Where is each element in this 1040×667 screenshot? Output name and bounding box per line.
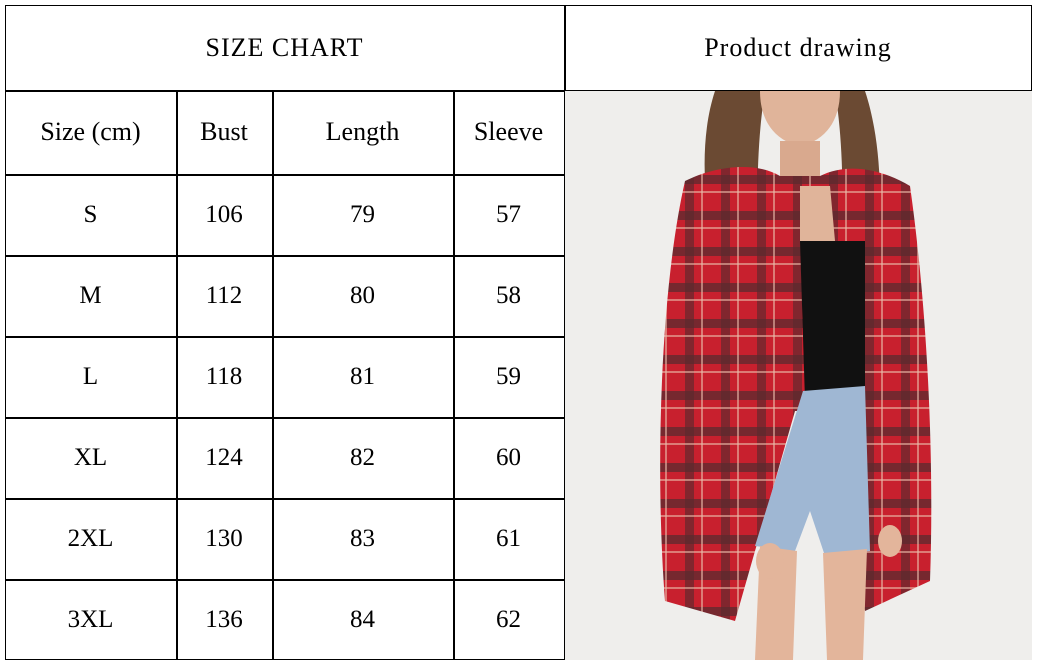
divider [5,417,564,419]
divider [272,90,274,660]
table-cell: 79 [350,200,375,228]
table-cell: 60 [496,443,521,471]
table-cell: 106 [205,200,243,228]
size-chart-title: SIZE CHART [205,32,364,62]
table-cell: 80 [350,281,375,309]
table-cell: 61 [496,524,521,552]
column-header: Size (cm) [40,117,141,146]
table-cell: 59 [496,362,521,390]
table-cell: 124 [205,443,243,471]
product-photo [565,91,1032,660]
divider [5,579,564,581]
table-cell: 83 [350,524,375,552]
table-cell: 82 [350,443,375,471]
table-cell: 3XL [67,605,114,633]
table-cell: 62 [496,605,521,633]
divider [5,90,1032,92]
table-cell: 57 [496,200,521,228]
table-cell: 2XL [67,524,114,552]
table-cell: L [82,362,99,390]
divider [5,498,564,500]
table-cell: M [79,281,102,309]
table-cell: 136 [205,605,243,633]
divider [5,336,564,338]
table-cell: 84 [350,605,375,633]
column-header: Bust [200,117,248,146]
divider [5,174,564,176]
table-cell: XL [73,443,108,471]
column-header: Length [325,117,400,146]
divider [176,90,178,660]
table-cell: 112 [205,281,243,309]
table-cell: 118 [205,362,243,390]
divider [453,90,455,660]
divider [5,255,564,257]
table-cell: 58 [496,281,521,309]
table-cell: S [83,200,98,228]
divider [564,5,566,660]
product-drawing-title: Product drawing [704,32,892,62]
table-cell: 130 [205,524,243,552]
column-header: Sleeve [473,117,544,146]
table-cell: 81 [350,362,375,390]
